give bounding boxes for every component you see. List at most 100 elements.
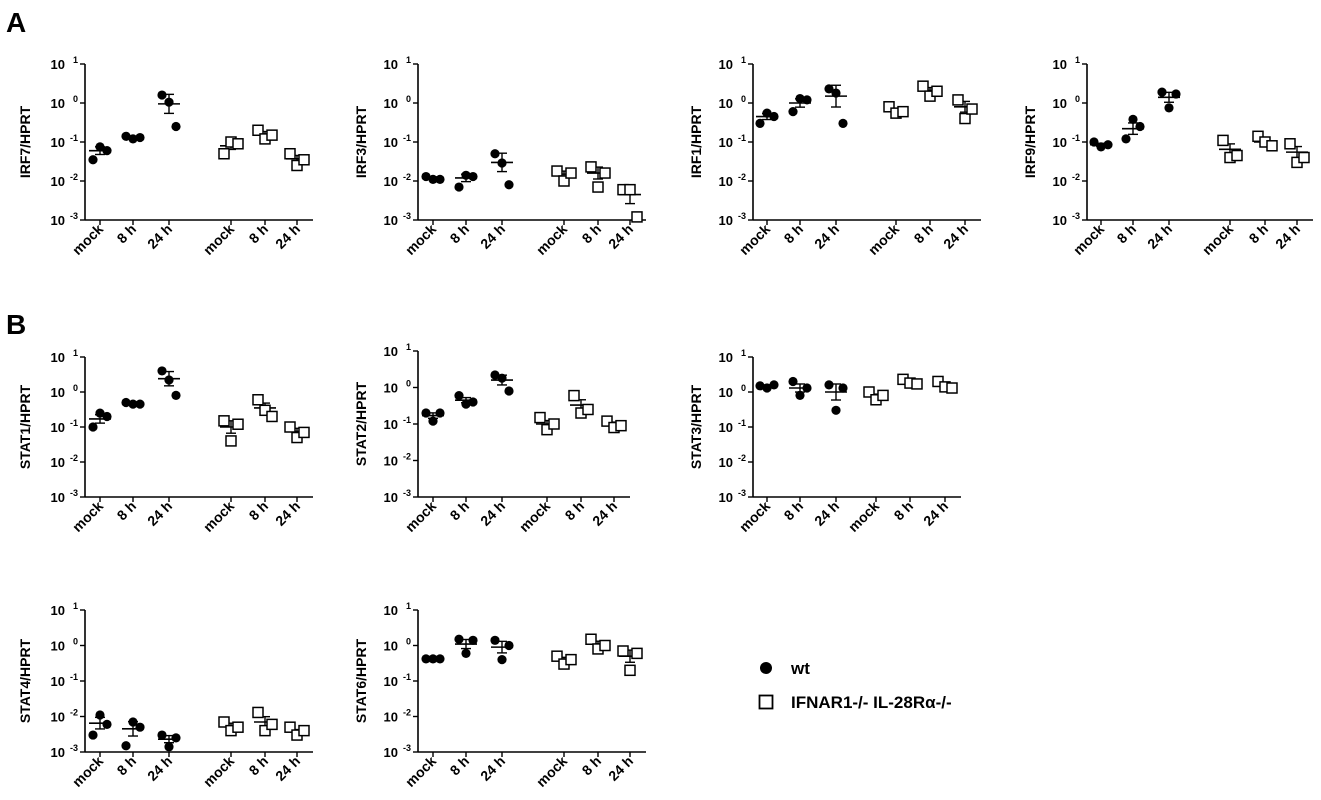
y-tick-label: 10: [51, 96, 65, 111]
data-point-wt: [421, 171, 431, 182]
y-axis-label: IRF1/HPRT: [688, 105, 704, 178]
data-point-knockout: [952, 94, 964, 106]
y-tick-exponent: -1: [738, 418, 746, 428]
y-tick-exponent: -1: [403, 133, 411, 143]
x-tick-label: 8 h: [245, 221, 271, 247]
data-point-knockout: [551, 165, 563, 177]
data-point-wt: [95, 710, 105, 720]
data-point-wt: [157, 730, 167, 740]
data-point-knockout: [232, 138, 244, 150]
data-point-wt: [421, 654, 431, 664]
data-point-knockout: [284, 721, 296, 733]
x-tick-label: 8 h: [446, 498, 472, 524]
data-point-knockout: [917, 80, 929, 92]
y-axis-label: IRF9/HPRT: [1022, 105, 1038, 178]
y-tick-exponent: 0: [741, 94, 746, 104]
x-tick-label: 24 h: [144, 221, 175, 252]
y-tick-exponent: -3: [70, 488, 78, 498]
y-tick-label: 10: [384, 603, 398, 618]
y-tick-label: 10: [51, 213, 65, 228]
data-point-wt: [802, 383, 812, 393]
data-point-wt: [769, 380, 779, 390]
x-tick-label: 24 h: [605, 753, 636, 784]
data-point-wt: [95, 142, 105, 152]
y-tick-label: 10: [719, 490, 733, 505]
data-point-wt: [421, 408, 431, 418]
data-point-wt: [769, 111, 779, 122]
y-tick-exponent: 1: [741, 348, 746, 358]
x-tick-label: mock: [200, 221, 237, 258]
data-point-wt: [1089, 137, 1099, 147]
y-tick-exponent: -3: [738, 488, 746, 498]
data-point-knockout: [615, 419, 627, 432]
x-tick-label: mock: [200, 753, 237, 790]
y-tick-label: 10: [719, 135, 733, 150]
y-tick-exponent: -3: [1072, 211, 1080, 221]
y-axis-label: IRF7/HPRT: [17, 105, 33, 178]
data-point-wt: [1103, 140, 1113, 150]
y-tick-label: 10: [51, 490, 65, 505]
y-tick-exponent: -1: [738, 133, 746, 143]
y-tick-label: 10: [719, 420, 733, 435]
x-tick-label: 24 h: [272, 221, 303, 252]
data-point-knockout: [266, 129, 278, 141]
data-point-wt: [95, 408, 105, 418]
data-point-knockout: [534, 411, 546, 424]
data-point-wt: [164, 742, 174, 752]
data-point-wt: [164, 97, 174, 107]
legend-label-wt: wt: [790, 659, 810, 678]
y-tick-exponent: 0: [73, 637, 78, 647]
data-point-knockout: [298, 154, 310, 166]
x-tick-label: 24 h: [477, 498, 508, 529]
data-point-wt: [435, 408, 445, 418]
y-tick-label: 10: [384, 344, 398, 359]
data-point-wt: [1135, 121, 1145, 132]
data-point-knockout: [631, 211, 643, 223]
data-point-knockout: [225, 435, 237, 447]
panel-label-a: A: [6, 7, 26, 38]
data-point-knockout: [565, 167, 577, 179]
data-point-wt: [428, 654, 438, 664]
y-tick-exponent: 0: [73, 383, 78, 393]
data-point-knockout: [252, 124, 264, 137]
y-tick-label: 10: [719, 174, 733, 189]
data-point-knockout: [877, 389, 889, 402]
y-tick-exponent: -1: [70, 418, 78, 428]
data-point-wt: [468, 635, 478, 645]
legend: wt IFNAR1-/- IL-28Rα-/-: [758, 659, 952, 712]
x-tick-label: 8 h: [780, 221, 806, 247]
data-point-knockout: [565, 653, 577, 666]
y-axis-label: STAT1/HPRT: [17, 384, 33, 469]
y-tick-label: 10: [384, 381, 398, 396]
data-point-knockout: [966, 103, 978, 115]
y-tick-label: 10: [384, 135, 398, 150]
x-tick-label: mock: [200, 498, 237, 535]
y-tick-label: 10: [719, 57, 733, 72]
y-tick-label: 10: [51, 174, 65, 189]
x-tick-label: 24 h: [811, 498, 842, 529]
data-point-knockout: [1284, 138, 1296, 150]
y-tick-label: 10: [384, 57, 398, 72]
y-tick-label: 10: [719, 385, 733, 400]
data-point-wt: [788, 107, 798, 117]
data-point-wt: [838, 118, 848, 128]
y-tick-exponent: -1: [70, 672, 78, 682]
data-point-wt: [468, 171, 478, 182]
y-tick-label: 10: [51, 420, 65, 435]
legend-label-knockout: IFNAR1-/- IL-28Rα-/-: [791, 693, 952, 712]
y-tick-label: 10: [51, 710, 65, 725]
data-point-knockout: [252, 706, 264, 719]
data-point-knockout: [266, 410, 278, 423]
y-tick-label: 10: [1053, 174, 1067, 189]
x-tick-label: 24 h: [272, 753, 303, 784]
y-tick-exponent: -3: [70, 743, 78, 753]
data-point-knockout: [601, 415, 613, 427]
y-tick-label: 10: [51, 385, 65, 400]
data-point-wt: [135, 132, 145, 143]
data-point-knockout: [1231, 149, 1243, 162]
